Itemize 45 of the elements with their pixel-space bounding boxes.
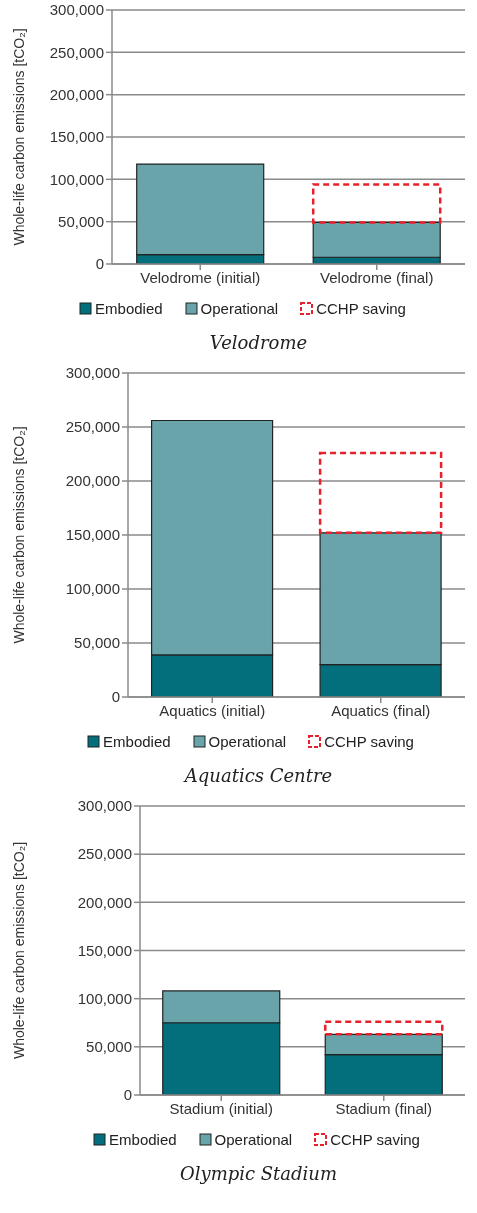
- y-tick-label: 250,000: [65, 418, 120, 436]
- y-tick-label: 200,000: [49, 85, 104, 103]
- legend-label: CCHP saving: [330, 1131, 420, 1148]
- y-tick-label: 300,000: [77, 797, 132, 815]
- y-tick-label: 250,000: [77, 845, 132, 863]
- y-tick-label: 150,000: [65, 526, 120, 544]
- legend-label: Embodied: [95, 300, 163, 317]
- y-tick-label: 100,000: [77, 989, 132, 1007]
- text: Velodrome: [208, 332, 309, 353]
- legend-label: CCHP saving: [324, 733, 414, 750]
- legend-label: Embodied: [103, 733, 171, 750]
- y-tick-label: 50,000: [86, 1038, 132, 1056]
- y-tick-label: 50,000: [58, 212, 104, 230]
- y-tick-label: 50,000: [74, 634, 120, 652]
- legend-label: Operational: [208, 733, 287, 750]
- y-tick-label: 250,000: [49, 43, 104, 61]
- x-tick-label: Stadium (initial): [169, 1099, 273, 1117]
- x-tick-label: Aquatics (final): [331, 701, 431, 719]
- y-tick-label: 300,000: [49, 1, 104, 19]
- y-tick-label: 0: [95, 255, 104, 273]
- x-tick-label: Stadium (final): [335, 1099, 433, 1117]
- y-axis-title: Whole-life carbon emissions [tCO₂]: [10, 28, 27, 246]
- y-tick-label: 100,000: [49, 170, 104, 188]
- legend-label: Operational: [200, 300, 279, 317]
- y-tick-label: 200,000: [77, 893, 132, 911]
- bar: [311, 183, 442, 224]
- y-tick-label: 0: [123, 1086, 132, 1104]
- y-tick-label: 300,000: [65, 364, 120, 382]
- bar: [324, 1020, 444, 1036]
- y-tick-label: 0: [111, 688, 120, 706]
- x-tick-label: Velodrome (final): [320, 268, 434, 286]
- text: Olympic Stadium: [178, 1163, 339, 1184]
- y-tick-label: 150,000: [49, 128, 104, 146]
- bar: [318, 451, 443, 535]
- y-axis-title: Whole-life carbon emissions [tCO₂]: [10, 841, 27, 1060]
- legend-label: Operational: [214, 1131, 293, 1148]
- x-tick-label: Velodrome (initial): [140, 268, 261, 286]
- legend-label: Embodied: [109, 1131, 177, 1148]
- y-axis-title: Whole-life carbon emissions [tCO₂]: [10, 426, 27, 644]
- y-tick-label: 200,000: [65, 472, 120, 490]
- x-tick-label: Aquatics (initial): [159, 701, 266, 719]
- y-tick-label: 150,000: [77, 941, 132, 959]
- y-tick-label: 100,000: [65, 580, 120, 598]
- legend-label: CCHP saving: [316, 300, 406, 317]
- text: Aquatics Centre: [182, 765, 334, 786]
